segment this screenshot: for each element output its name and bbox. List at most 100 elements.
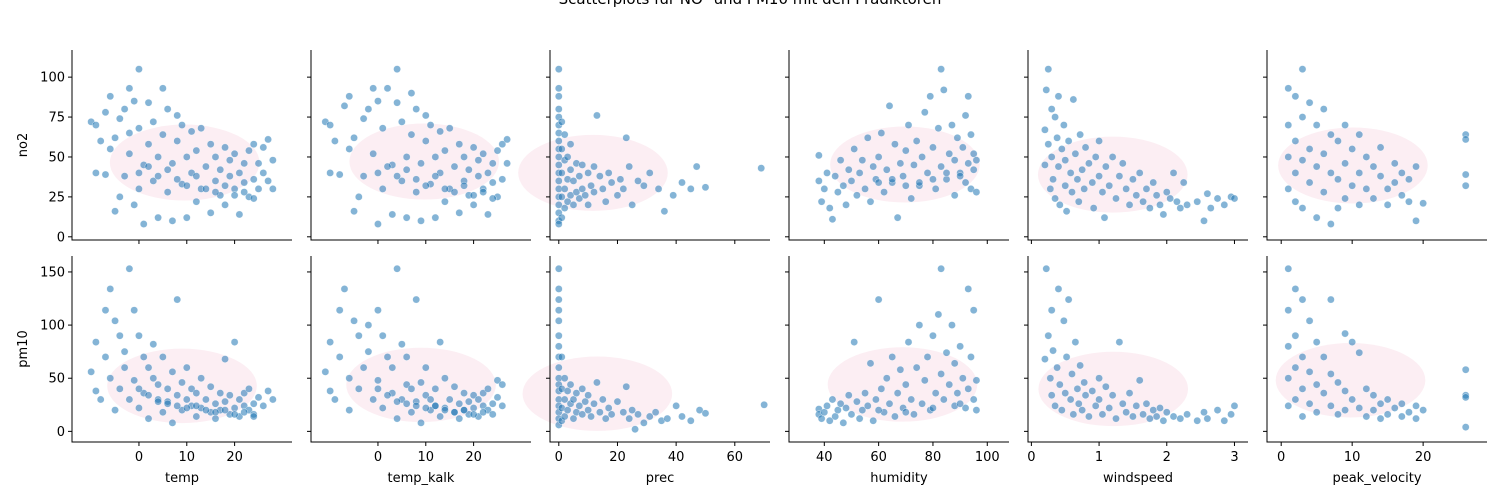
scatter-point — [436, 127, 444, 136]
scatter-point — [460, 181, 468, 190]
scatter-point — [225, 172, 234, 180]
scatter-point — [441, 185, 449, 193]
scatter-point — [587, 181, 595, 190]
scatter-point — [1057, 145, 1066, 153]
scatter-point — [899, 172, 907, 180]
scatter-point — [1112, 194, 1120, 203]
scatter-point — [192, 146, 201, 155]
scatter-point — [1220, 201, 1229, 209]
scatter-point — [578, 410, 587, 419]
scatter-point — [572, 389, 581, 397]
scatter-point — [120, 105, 129, 113]
scatter-point — [135, 124, 143, 133]
scatter-point — [1078, 406, 1087, 414]
scatter-point — [1115, 172, 1124, 180]
scatter-point — [383, 84, 392, 93]
scatter-point — [474, 156, 483, 165]
scatter-point — [460, 153, 468, 161]
scatter-point — [441, 406, 449, 414]
scatter-point — [604, 404, 613, 412]
scatter-point — [426, 121, 435, 129]
scatter-point — [206, 382, 215, 391]
scatter-point — [929, 143, 937, 152]
scatter-point — [230, 338, 239, 346]
scatter-point — [402, 399, 411, 408]
scatter-point — [264, 387, 272, 395]
scatter-point — [455, 414, 464, 423]
x-tick-label: 40 — [668, 450, 685, 465]
scatter-point — [1312, 213, 1321, 222]
scatter-point — [412, 105, 421, 113]
scatter-point — [139, 220, 148, 228]
scatter-point — [1284, 121, 1293, 129]
scatter-point — [1327, 130, 1335, 139]
scatter-point — [350, 207, 358, 216]
scatter-point — [168, 159, 177, 168]
scatter-point — [1101, 162, 1110, 171]
scatter-point — [1071, 338, 1080, 346]
scatter-point — [961, 178, 970, 187]
scatter-point — [1397, 191, 1406, 200]
scatter-point — [863, 402, 872, 410]
scatter-point — [1284, 402, 1293, 410]
scatter-point — [1041, 125, 1049, 134]
scatter-point — [221, 355, 229, 363]
scatter-point — [967, 130, 975, 139]
scatter-point — [910, 161, 918, 169]
scatter-point — [254, 393, 263, 402]
scatter-point — [815, 151, 823, 160]
scatter-point — [1334, 175, 1342, 184]
scatter-point — [1105, 181, 1114, 190]
scatter-point — [587, 412, 595, 421]
scatter-point — [937, 65, 945, 74]
scatter-point — [1327, 220, 1335, 228]
x-axis-label: humidity — [870, 471, 928, 486]
scatter-point — [554, 201, 563, 209]
scatter-point — [622, 133, 631, 142]
scatter-point — [374, 376, 382, 385]
scatter-point — [893, 389, 902, 397]
scatter-point — [450, 382, 459, 391]
scatter-point — [1305, 368, 1314, 376]
scatter-point — [1081, 143, 1090, 152]
scatter-point — [1073, 175, 1082, 184]
scatter-point — [593, 378, 601, 387]
scatter-point — [1362, 385, 1371, 393]
scatter-point — [1129, 412, 1137, 421]
scatter-point — [584, 391, 592, 400]
x-tick-label: 2 — [1163, 450, 1171, 465]
scatter-point — [1461, 170, 1470, 179]
scatter-point — [572, 188, 581, 196]
scatter-point — [1213, 194, 1222, 203]
scatter-point — [1298, 113, 1307, 121]
scatter-point — [1369, 391, 1378, 400]
scatter-point — [1132, 191, 1141, 200]
scatter-point — [474, 172, 483, 180]
scatter-point — [855, 169, 864, 177]
scatter-point — [402, 165, 411, 174]
scatter-point — [1461, 135, 1470, 144]
scatter-point — [604, 169, 613, 177]
scatter-point — [569, 201, 578, 209]
scatter-point — [695, 406, 704, 414]
scatter-point — [1132, 402, 1141, 410]
scatter-point — [159, 130, 167, 139]
scatter-point — [953, 389, 962, 397]
scatter-point — [326, 338, 334, 346]
scatter-point — [1390, 178, 1399, 187]
scatter-point — [202, 185, 210, 193]
scatter-point — [598, 185, 607, 193]
scatter-point — [125, 84, 134, 93]
scatter-point — [1047, 391, 1056, 400]
scatter-point — [1122, 185, 1131, 193]
scatter-point — [1061, 389, 1070, 397]
scatter-point — [154, 397, 162, 406]
scatter-point — [192, 412, 201, 421]
scatter-point — [1291, 285, 1300, 293]
y-tick-label: 0 — [57, 230, 65, 245]
scatter-point — [1159, 416, 1168, 425]
scatter-point — [831, 412, 840, 421]
scatter-point — [125, 395, 134, 404]
scatter-point — [182, 153, 191, 161]
scatter-point — [335, 306, 344, 315]
